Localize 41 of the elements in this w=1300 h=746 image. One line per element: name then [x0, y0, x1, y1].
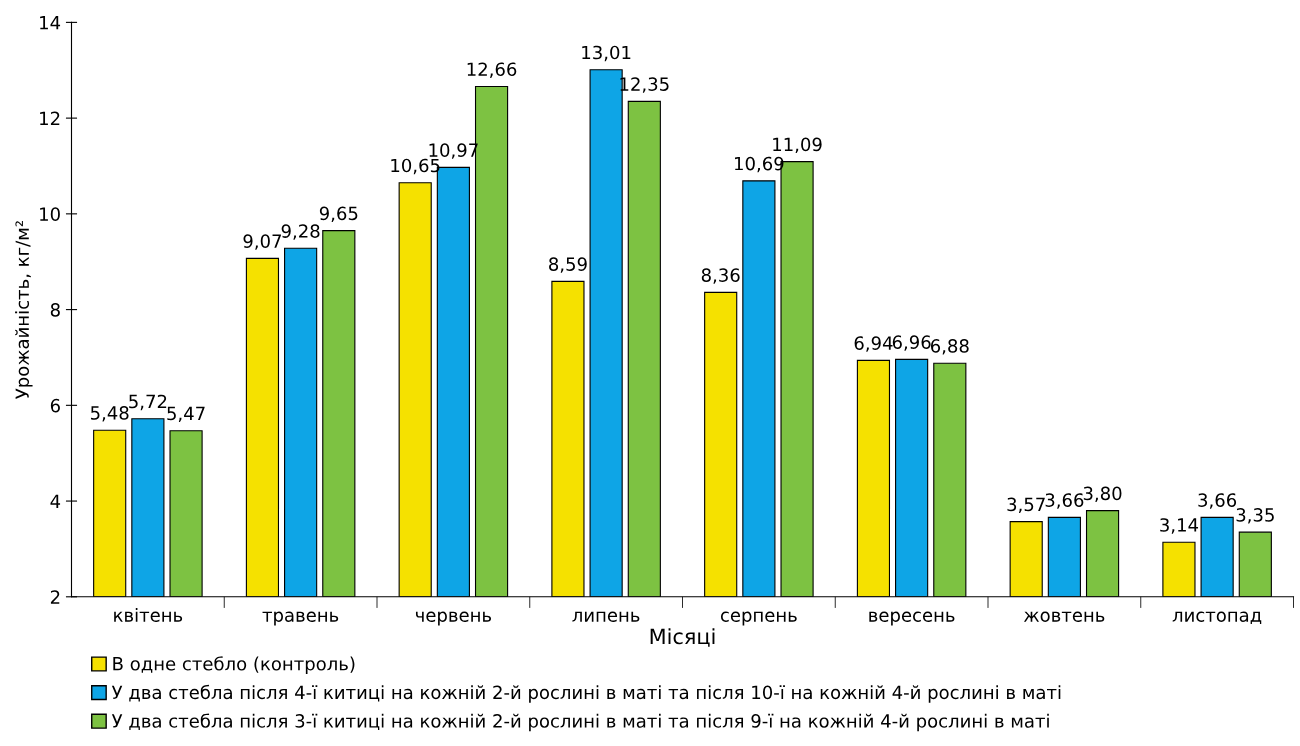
x-tick-label: вересень	[869, 611, 955, 626]
y-tick-label: 2	[50, 590, 60, 604]
data-label: 3,66	[1045, 493, 1084, 509]
legend-label: У два стебла після 3-ї китиці на кожній 2-й рослині в маті та після 9-ї на кожній 4-й рослині в маті	[111, 713, 1049, 732]
y-tick-label: 6	[50, 398, 60, 413]
x-tick-label: листопад	[1172, 611, 1262, 625]
data-label: 6,88	[930, 339, 969, 355]
data-label: 8,59	[549, 257, 587, 273]
y-axis-title: Урожайність, кг/м²	[15, 221, 33, 399]
x-tick-label: жовтень	[1023, 611, 1105, 622]
data-label: 5,47	[167, 406, 205, 423]
data-label: 3,35	[1236, 508, 1274, 524]
x-tick-label: травень	[262, 611, 339, 626]
y-tick-label: 14	[40, 16, 61, 30]
data-label: 9,65	[319, 206, 358, 223]
legend-label: У два стебла після 4-ї китиці на кожній 2-й рослині в маті та після 10-ї на кожній 4-й рослині в маті	[111, 684, 1061, 703]
data-label: 3,14	[1160, 518, 1199, 534]
data-label: 3,66	[1198, 493, 1237, 509]
y-tick-label: 8	[50, 303, 60, 317]
data-label: 3,57	[1007, 497, 1045, 514]
y-tick-label: 10	[40, 207, 60, 221]
data-label: 8,36	[701, 268, 740, 284]
data-label: 5,72	[129, 394, 167, 411]
data-label: 10,65	[391, 158, 440, 175]
data-label: 9,07	[243, 234, 281, 250]
y-tick-label: 12	[40, 111, 60, 125]
data-label: 11,09	[773, 137, 822, 154]
x-tick-label: серпень	[720, 611, 797, 626]
y-tick-label: 4	[50, 494, 61, 508]
data-label: 3,80	[1083, 486, 1122, 503]
x-tick-label: квітень	[114, 607, 183, 622]
data-label: 5,48	[90, 406, 129, 422]
x-tick-label: червень	[415, 611, 492, 626]
data-label: 9,28	[281, 224, 320, 240]
data-label: 13,01	[582, 45, 631, 62]
data-label: 12,66	[467, 62, 517, 78]
data-label: 6,94	[854, 336, 893, 352]
x-axis-title: Місяці	[650, 628, 715, 647]
legend-label: В одне стебло (контроль)	[113, 656, 355, 675]
x-tick-label: липень	[572, 611, 640, 622]
data-label: 6,96	[892, 335, 931, 351]
